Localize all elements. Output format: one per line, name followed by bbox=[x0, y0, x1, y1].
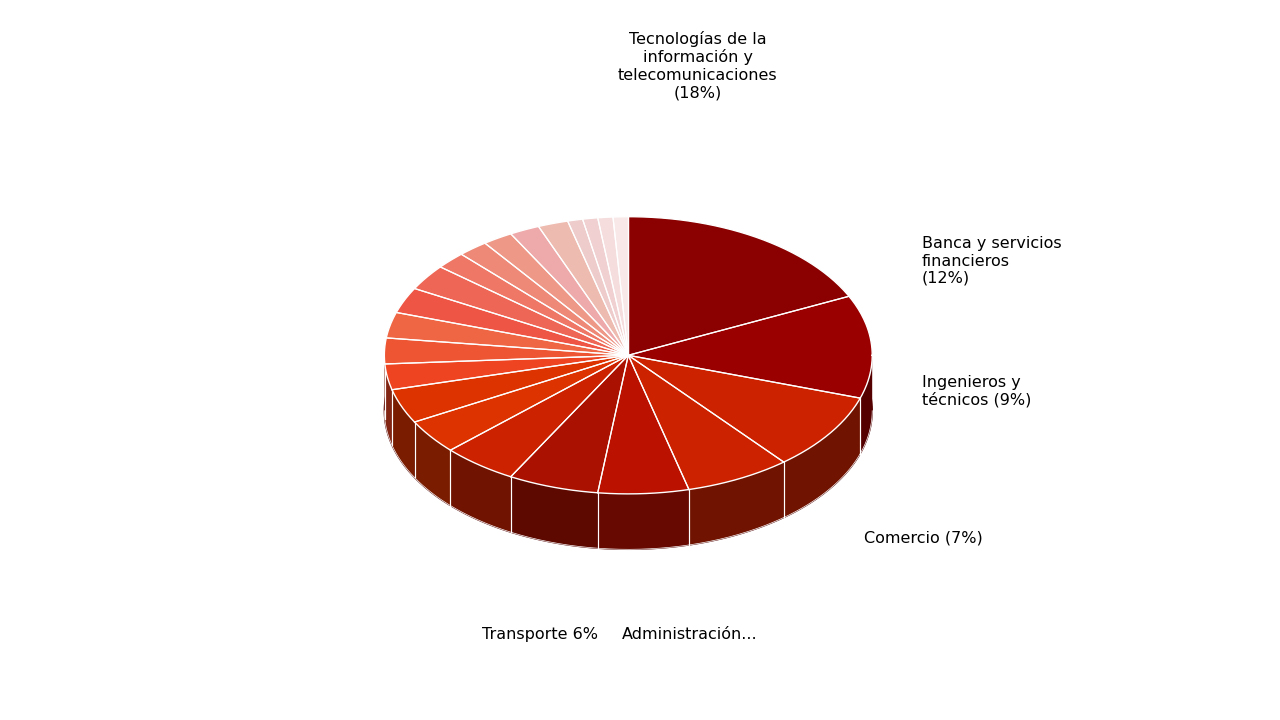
Polygon shape bbox=[415, 422, 451, 505]
Polygon shape bbox=[461, 243, 628, 355]
Polygon shape bbox=[511, 226, 628, 355]
Text: Transporte 6%: Transporte 6% bbox=[481, 627, 598, 642]
Text: Comercio (7%): Comercio (7%) bbox=[864, 531, 983, 546]
Polygon shape bbox=[451, 355, 628, 477]
Polygon shape bbox=[598, 490, 689, 549]
Text: Tecnologías de la
información y
telecomunicaciones
(18%): Tecnologías de la información y telecomu… bbox=[618, 31, 777, 100]
Polygon shape bbox=[415, 267, 628, 355]
Polygon shape bbox=[451, 450, 511, 532]
Polygon shape bbox=[511, 477, 598, 548]
Polygon shape bbox=[628, 296, 872, 398]
Polygon shape bbox=[598, 217, 628, 355]
Polygon shape bbox=[511, 355, 628, 492]
Polygon shape bbox=[613, 217, 628, 355]
Polygon shape bbox=[384, 272, 872, 549]
Polygon shape bbox=[628, 355, 783, 490]
Polygon shape bbox=[783, 398, 860, 518]
Polygon shape bbox=[860, 354, 872, 454]
Polygon shape bbox=[392, 355, 628, 422]
Polygon shape bbox=[539, 221, 628, 355]
Polygon shape bbox=[567, 219, 628, 355]
Polygon shape bbox=[385, 355, 628, 390]
Polygon shape bbox=[392, 390, 415, 477]
Polygon shape bbox=[582, 217, 628, 355]
Text: Ingenieros y
técnicos (9%): Ingenieros y técnicos (9%) bbox=[922, 375, 1032, 408]
Polygon shape bbox=[485, 234, 628, 355]
Polygon shape bbox=[440, 254, 628, 355]
Polygon shape bbox=[384, 338, 628, 364]
Polygon shape bbox=[628, 217, 849, 355]
Text: Banca y servicios
financieros
(12%): Banca y servicios financieros (12%) bbox=[922, 236, 1061, 286]
Polygon shape bbox=[387, 312, 628, 355]
Polygon shape bbox=[689, 462, 783, 545]
Text: Administración...: Administración... bbox=[622, 627, 756, 642]
Polygon shape bbox=[598, 355, 689, 494]
Polygon shape bbox=[385, 364, 392, 445]
Polygon shape bbox=[397, 289, 628, 355]
Polygon shape bbox=[415, 355, 628, 450]
Polygon shape bbox=[628, 355, 860, 462]
